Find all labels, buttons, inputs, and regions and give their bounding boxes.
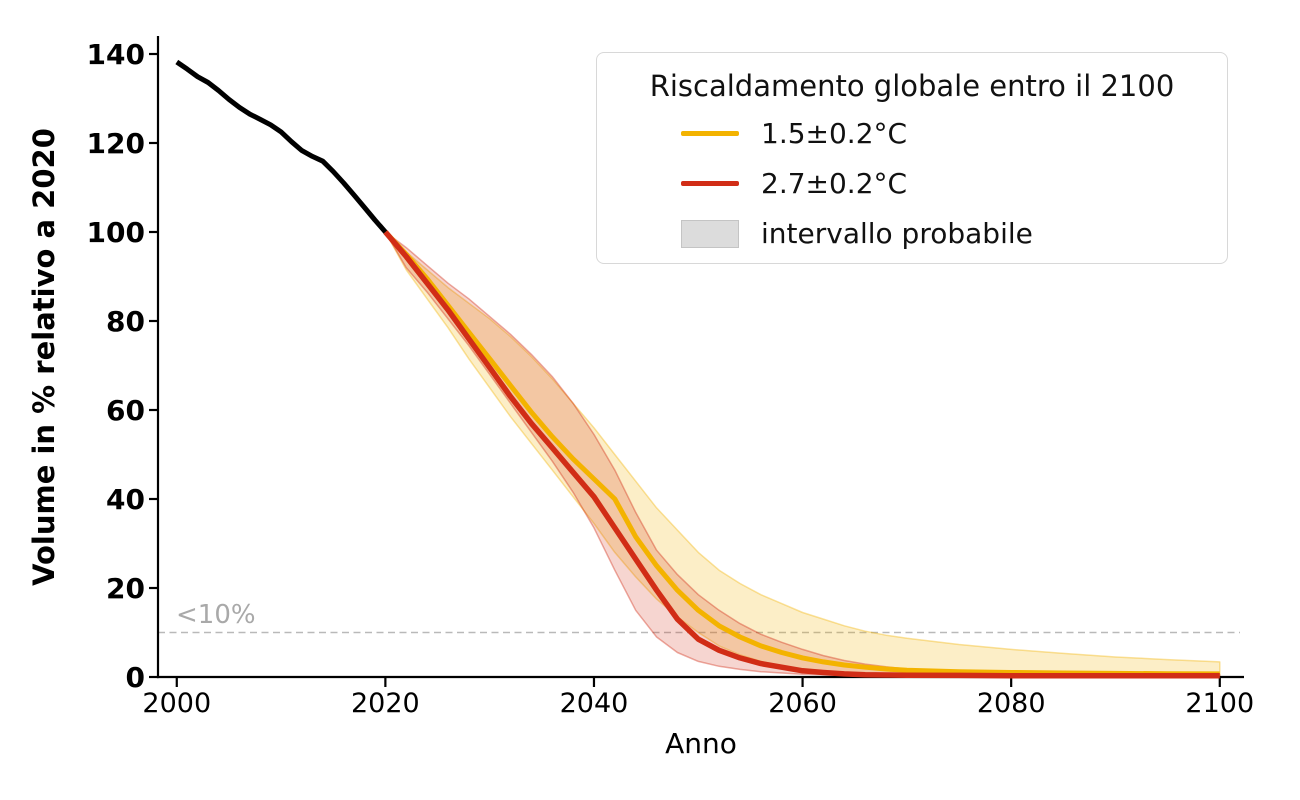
y-tick-label: 0 [126,661,145,694]
series-line-2-7C [383,230,1220,679]
x-axis-label: Anno [665,727,737,760]
legend-line-swatch-2-7C [681,181,739,186]
legend-item-1-5C: 1.5±0.2°C [597,109,1227,159]
y-tick-label: 120 [87,127,145,160]
y-tick-label: 100 [87,216,145,249]
legend-patch-swatch [681,220,739,248]
legend-item-likely-range: intervallo probabile [597,209,1227,259]
legend-item-label: 1.5±0.2°C [761,117,908,150]
legend: Riscaldamento globale entro il 2100 1.5±… [596,52,1228,264]
x-tick-label: 2040 [560,688,629,719]
x-tick-label: 2060 [768,688,837,719]
x-tick-label: 2020 [351,688,420,719]
band-1-5C [384,231,1221,677]
y-tick-label: 80 [106,305,145,338]
legend-item-2-7C: 2.7±0.2°C [597,159,1227,209]
x-tick-label: 2100 [1185,688,1254,719]
series-line-historical [175,59,388,234]
legend-item-label: 2.7±0.2°C [761,167,908,200]
y-tick-label: 140 [87,38,145,71]
x-tick-label: 2000 [142,688,211,719]
series-line-1-5C [383,230,1220,677]
legend-item-label: intervallo probabile [761,217,1033,250]
y-axis-label: Volume in % relativo a 2020 [27,128,61,586]
threshold-annotation: <10% [176,600,256,630]
x-tick-label: 2080 [977,688,1046,719]
legend-title: Riscaldamento globale entro il 2100 [649,69,1175,103]
legend-line-swatch-1-5C [681,131,739,136]
y-tick-label: 40 [106,483,145,516]
y-tick-label: 20 [106,572,145,605]
band-2-7C [384,231,1221,677]
y-tick-label: 60 [106,394,145,427]
